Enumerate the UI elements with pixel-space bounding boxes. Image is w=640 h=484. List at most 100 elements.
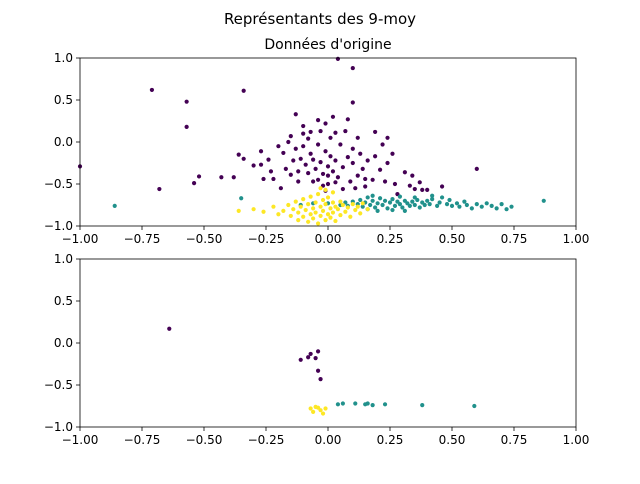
data-point-cluster-1 (474, 202, 479, 207)
data-point-cluster-1 (484, 201, 489, 206)
figure-suptitle: Représentants des 9-moy (224, 10, 416, 28)
data-point-cluster-1 (422, 202, 427, 208)
data-point-cluster-1 (375, 201, 380, 206)
data-point-cluster-0 (251, 163, 256, 168)
data-point-cluster-0 (318, 377, 323, 382)
data-point-cluster-0 (365, 158, 370, 163)
data-point-cluster-0 (306, 355, 311, 360)
data-point-cluster-0 (311, 157, 316, 162)
x-tick-label: −0.25 (248, 433, 285, 447)
data-point-cluster-2 (281, 208, 286, 213)
data-point-cluster-1 (390, 207, 395, 213)
data-point-cluster-2 (338, 212, 343, 218)
data-point-cluster-1 (380, 202, 385, 208)
data-point-cluster-1 (377, 196, 383, 201)
data-point-cluster-0 (402, 170, 407, 175)
x-tick-label: 0.00 (315, 433, 342, 447)
data-point-cluster-1 (358, 197, 363, 203)
data-point-cluster-2 (315, 221, 321, 226)
data-point-cluster-0 (315, 368, 321, 373)
data-point-cluster-2 (288, 213, 293, 219)
data-point-cluster-1 (412, 195, 417, 200)
y-tick-label: −1.0 (44, 420, 73, 434)
data-points (77, 56, 546, 226)
data-point-cluster-2 (323, 202, 328, 207)
data-point-cluster-2 (358, 211, 363, 216)
x-tick-label: 0.75 (501, 433, 528, 447)
data-point-cluster-1 (392, 203, 398, 208)
data-point-cluster-0 (241, 88, 246, 93)
data-point-cluster-2 (306, 202, 311, 207)
data-point-cluster-1 (410, 199, 415, 204)
data-point-cluster-1 (370, 198, 375, 203)
x-tick-label: −1.00 (62, 433, 99, 447)
data-point-cluster-0 (271, 176, 276, 182)
data-point-cluster-1 (365, 195, 370, 200)
data-point-cluster-0 (377, 167, 383, 172)
y-tick-label: 0.0 (54, 135, 73, 149)
x-tick-label: 0.50 (439, 232, 466, 246)
data-point-cluster-0 (323, 149, 328, 154)
y-tick-label: −0.5 (44, 177, 73, 191)
x-axis-ticks: −1.00 −0.75 −0.50 −0.25 0.00 0.25 0.50 0.75 1.00 (62, 226, 589, 246)
data-point-cluster-0 (338, 142, 343, 147)
data-point-cluster-1 (489, 203, 494, 208)
data-point-cluster-0 (293, 112, 298, 117)
data-point-cluster-1 (499, 202, 504, 207)
data-point-cluster-1 (430, 193, 435, 198)
data-point-cluster-2 (320, 197, 326, 203)
data-point-cluster-0 (258, 162, 264, 167)
data-point-cluster-0 (320, 171, 326, 177)
data-point-cluster-2 (330, 190, 336, 195)
data-point-cluster-0 (330, 114, 336, 119)
data-point-cluster-2 (308, 194, 313, 199)
data-point-cluster-1 (469, 206, 474, 211)
data-point-cluster-2 (325, 212, 331, 217)
data-point-cluster-2 (323, 406, 328, 411)
data-point-cluster-0 (266, 157, 271, 162)
data-point-cluster-0 (333, 180, 338, 185)
data-point-cluster-0 (286, 139, 291, 145)
data-point-cluster-0 (296, 179, 301, 184)
x-tick-label: −0.25 (248, 232, 285, 246)
data-point-cluster-1 (373, 205, 378, 210)
data-point-cluster-1 (509, 204, 514, 209)
data-point-cluster-0 (219, 175, 224, 180)
y-tick-label: 0.5 (54, 294, 73, 308)
data-point-cluster-1 (382, 402, 388, 407)
x-tick-label: −1.00 (62, 232, 99, 246)
data-point-cluster-1 (382, 198, 388, 203)
data-point-cluster-0 (313, 356, 318, 361)
data-point-cluster-0 (410, 173, 415, 178)
y-tick-label: 1.0 (54, 252, 73, 266)
data-point-cluster-0 (311, 179, 316, 184)
data-point-cluster-0 (236, 152, 241, 157)
data-point-cluster-1 (430, 197, 435, 202)
data-point-cluster-1 (368, 202, 373, 208)
data-point-cluster-0 (373, 129, 378, 135)
data-point-cluster-2 (311, 216, 316, 221)
data-point-cluster-1 (353, 401, 358, 406)
data-point-cluster-0 (380, 142, 385, 147)
data-point-cluster-0 (157, 186, 162, 192)
data-point-cluster-2 (296, 218, 301, 223)
data-point-cluster-0 (390, 151, 395, 156)
data-point-cluster-2 (291, 207, 296, 212)
data-point-cluster-2 (251, 207, 256, 212)
data-point-cluster-1 (412, 202, 417, 208)
data-point-cluster-0 (301, 144, 306, 149)
data-point-cluster-1 (457, 204, 462, 209)
data-point-cluster-0 (149, 87, 155, 93)
data-point-cluster-2 (318, 186, 323, 191)
data-point-cluster-1 (390, 197, 395, 202)
data-point-cluster-0 (325, 181, 331, 187)
y-axis-ticks: −1.0 −0.5 0.0 0.5 1.0 (44, 51, 80, 233)
data-point-cluster-0 (315, 142, 321, 147)
data-point-cluster-0 (261, 176, 266, 182)
data-point-cluster-0 (407, 183, 412, 188)
x-tick-label: 0.25 (377, 232, 404, 246)
data-point-cluster-1 (472, 403, 477, 409)
data-point-cluster-2 (325, 195, 331, 200)
data-point-cluster-2 (306, 219, 311, 224)
data-point-cluster-2 (236, 208, 241, 213)
